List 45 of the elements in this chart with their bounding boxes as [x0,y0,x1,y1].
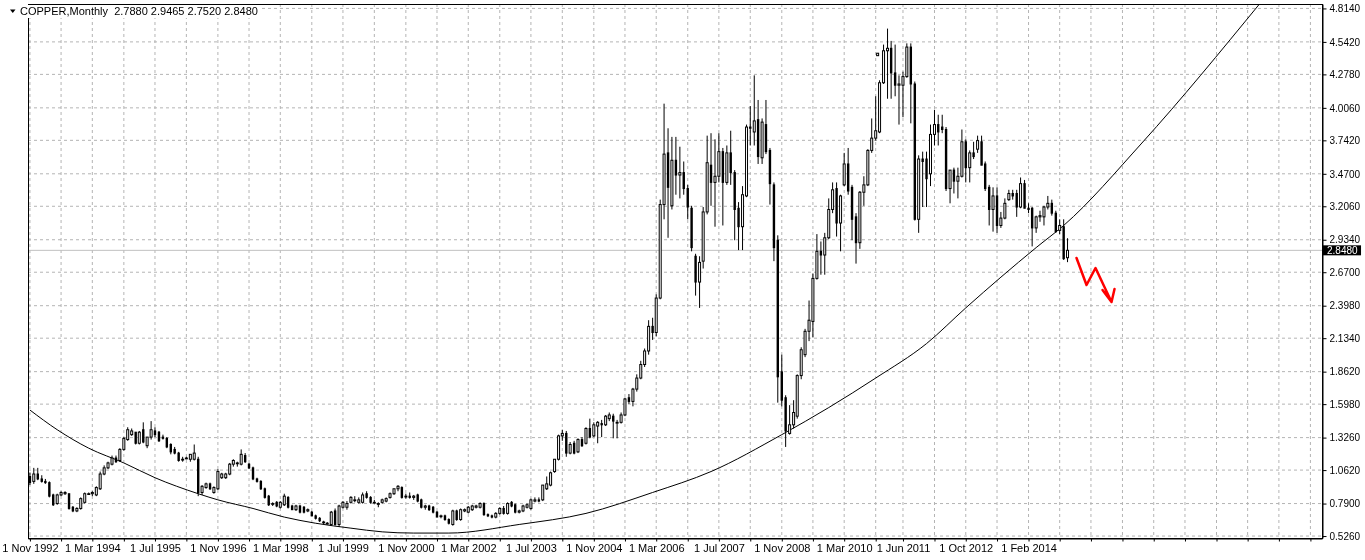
x-tick-label: 1 Nov 1996 [190,542,247,555]
y-tick-label: 1.8620 [1329,366,1361,378]
candlestick [216,468,220,491]
y-tick-label: 0.7900 [1329,498,1361,510]
x-tick-label: 1 Nov 2004 [566,542,623,555]
y-tick-label: 3.7420 [1329,135,1361,147]
y-tick-label: 4.5420 [1329,36,1361,48]
x-tick-label: 1 Nov 2000 [378,542,435,555]
y-tick-label: 2.3980 [1329,300,1361,312]
candlestick [819,240,823,276]
y-tick-label: 4.8140 [1329,3,1361,15]
chart-title: COPPER,Monthly 2.7880 2.9465 2.7520 2.8480 [20,5,258,17]
x-tick-label: 1 Jul 2003 [506,542,557,555]
y-tick-label: 4.0060 [1329,102,1361,114]
candlestick [897,74,901,126]
x-tick-label: 1 Oct 2012 [939,542,994,555]
candlestick [596,420,600,444]
candlestick [1019,176,1023,209]
candlestick [991,186,995,233]
y-tick-label: 1.5980 [1329,398,1361,410]
x-tick-label: 1 Nov 1992 [2,542,59,555]
x-tick-label: 1 Jul 1995 [130,542,181,555]
x-tick-label: 1 Jun 2011 [876,542,931,555]
candlestick [153,426,157,438]
x-tick-label: 1 Mar 1994 [65,542,121,555]
y-tick-label: 3.4700 [1329,168,1361,180]
y-tick-label: 2.9340 [1329,234,1361,246]
candlestick [678,146,682,199]
y-tick-label: 2.6700 [1329,266,1361,278]
x-tick-label: 1 Feb 2014 [1001,542,1057,555]
y-tick-label: 3.2060 [1329,200,1361,212]
y-tick-label: 2.1340 [1329,332,1361,344]
y-tick-label: 4.2780 [1329,69,1361,81]
x-tick-label: 1 Jul 2007 [693,542,745,555]
candlestick [698,255,702,309]
x-tick-label: 1 Mar 2006 [628,542,685,555]
ref-line-label: 2.8480 [1327,244,1359,256]
y-tick-label: 1.3260 [1329,432,1361,444]
y-tick-label: 1.0620 [1329,464,1361,476]
y-tick-label: 0.5260 [1329,530,1361,542]
x-tick-label: 1 Mar 1998 [252,542,309,555]
x-tick-label: 1 Jul 1999 [318,542,369,555]
x-tick-label: 1 Nov 2008 [754,542,811,555]
x-tick-label: 1 Mar 2002 [440,542,497,555]
x-tick-label: 1 Mar 2010 [816,542,873,555]
